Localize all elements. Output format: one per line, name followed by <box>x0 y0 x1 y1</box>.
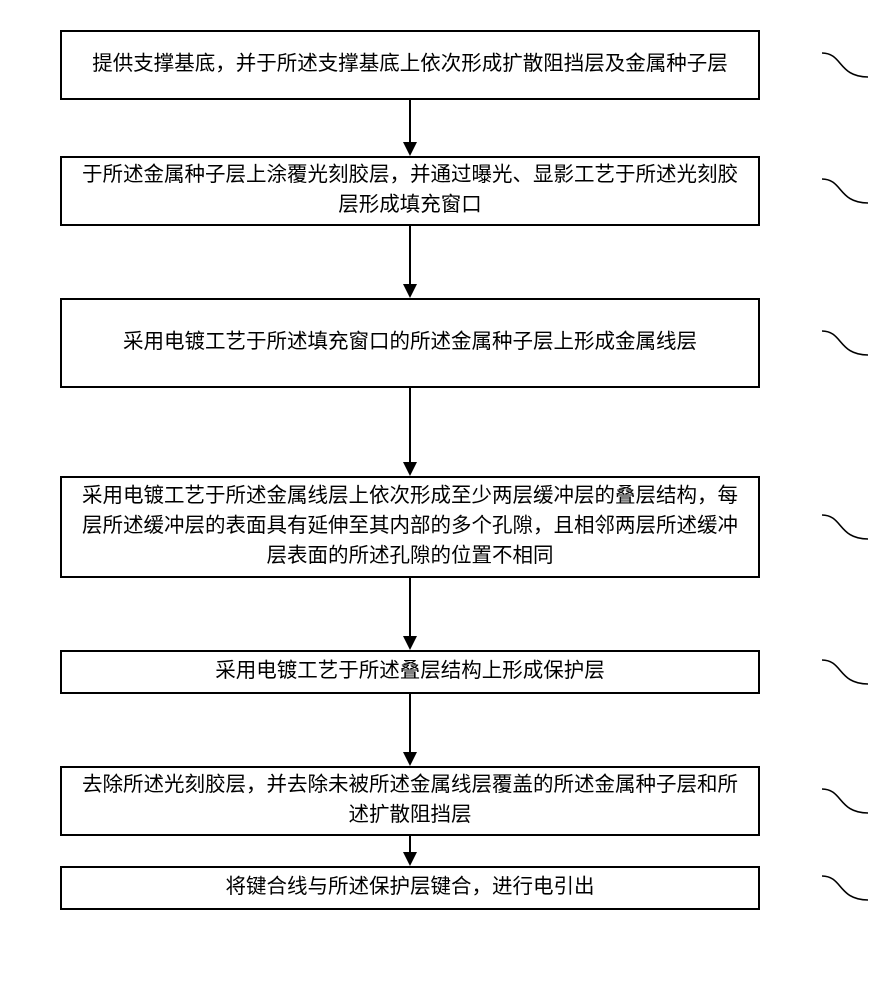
step-label-connector: S3 <box>822 328 870 358</box>
step-label-connector: S1 <box>822 50 870 80</box>
flow-arrow <box>60 388 760 476</box>
step-box-s3: 采用电镀工艺于所述填充窗口的所述金属种子层上形成金属线层S3 <box>60 298 760 388</box>
step-text: 将键合线与所述保护层键合，进行电引出 <box>226 873 595 903</box>
step-label-connector: S6 <box>822 786 870 816</box>
step-text: 于所述金属种子层上涂覆光刻胶层，并通过曝光、显影工艺于所述光刻胶层形成填充窗口 <box>76 161 744 220</box>
step-label-connector: S2 <box>822 176 870 206</box>
step-box-s1: 提供支撑基底，并于所述支撑基底上依次形成扩散阻挡层及金属种子层S1 <box>60 30 760 100</box>
step-text: 提供支撑基底，并于所述支撑基底上依次形成扩散阻挡层及金属种子层 <box>92 50 728 80</box>
step-box-s7: 将键合线与所述保护层键合，进行电引出S7 <box>60 866 760 910</box>
step-box-s5: 采用电镀工艺于所述叠层结构上形成保护层S5 <box>60 650 760 694</box>
flow-arrow <box>60 694 760 766</box>
step-label-connector: S4 <box>822 512 870 542</box>
step-label-connector: S5 <box>822 657 870 687</box>
step-text: 去除所述光刻胶层，并去除未被所述金属线层覆盖的所述金属种子层和所述扩散阻挡层 <box>76 771 744 830</box>
flow-arrow <box>60 836 760 866</box>
flowchart-container: 提供支撑基底，并于所述支撑基底上依次形成扩散阻挡层及金属种子层S1于所述金属种子… <box>0 0 870 1000</box>
flow-arrow <box>60 100 760 156</box>
flow-arrow <box>60 226 760 298</box>
step-label-connector: S7 <box>822 873 870 903</box>
step-box-s2: 于所述金属种子层上涂覆光刻胶层，并通过曝光、显影工艺于所述光刻胶层形成填充窗口S… <box>60 156 760 226</box>
step-text: 采用电镀工艺于所述金属线层上依次形成至少两层缓冲层的叠层结构，每层所述缓冲层的表… <box>76 482 744 571</box>
step-box-s6: 去除所述光刻胶层，并去除未被所述金属线层覆盖的所述金属种子层和所述扩散阻挡层S6 <box>60 766 760 836</box>
step-text: 采用电镀工艺于所述填充窗口的所述金属种子层上形成金属线层 <box>123 328 697 358</box>
flow-arrow <box>60 578 760 650</box>
step-box-s4: 采用电镀工艺于所述金属线层上依次形成至少两层缓冲层的叠层结构，每层所述缓冲层的表… <box>60 476 760 578</box>
step-text: 采用电镀工艺于所述叠层结构上形成保护层 <box>215 657 605 687</box>
